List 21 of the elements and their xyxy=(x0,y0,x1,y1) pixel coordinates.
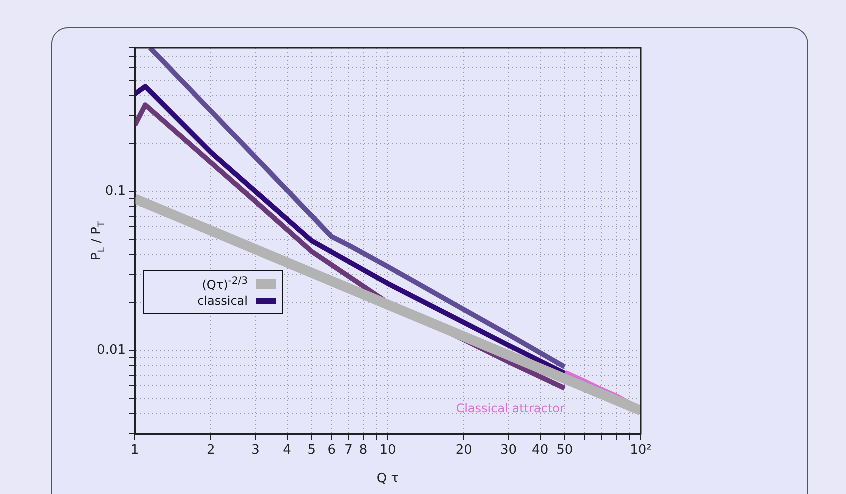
x-tick-label: 30 xyxy=(500,443,517,458)
y-tick-label: 0.1 xyxy=(105,184,126,200)
x-tick-label: 3 xyxy=(252,443,260,458)
x-axis-title: Q τ xyxy=(376,471,400,486)
x-tick-label: 5 xyxy=(308,443,316,458)
x-tick-label: 40 xyxy=(532,443,549,458)
legend-label: (Qτ)$^{-2/3}$ xyxy=(202,276,248,292)
x-tick-label: 6 xyxy=(328,443,336,458)
x-tick-label: 8 xyxy=(359,443,368,458)
x-tick-label: 7 xyxy=(344,443,353,458)
x-tick-label: 20 xyxy=(456,443,472,458)
x-tick-label: 4 xyxy=(283,443,292,458)
text: Classical attractor xyxy=(456,402,565,416)
x-tick-label: 2 xyxy=(207,443,216,458)
x-tick-label: 50 xyxy=(556,443,574,458)
x-tick-label: 1 xyxy=(130,443,140,458)
x-tick-label: 10² xyxy=(630,443,652,458)
y-axis-title: PL / PT xyxy=(89,221,108,260)
y-tick-label: 0.01 xyxy=(97,343,126,358)
x-tick-label: 10 xyxy=(380,443,396,458)
legend-label: classical xyxy=(198,294,248,308)
